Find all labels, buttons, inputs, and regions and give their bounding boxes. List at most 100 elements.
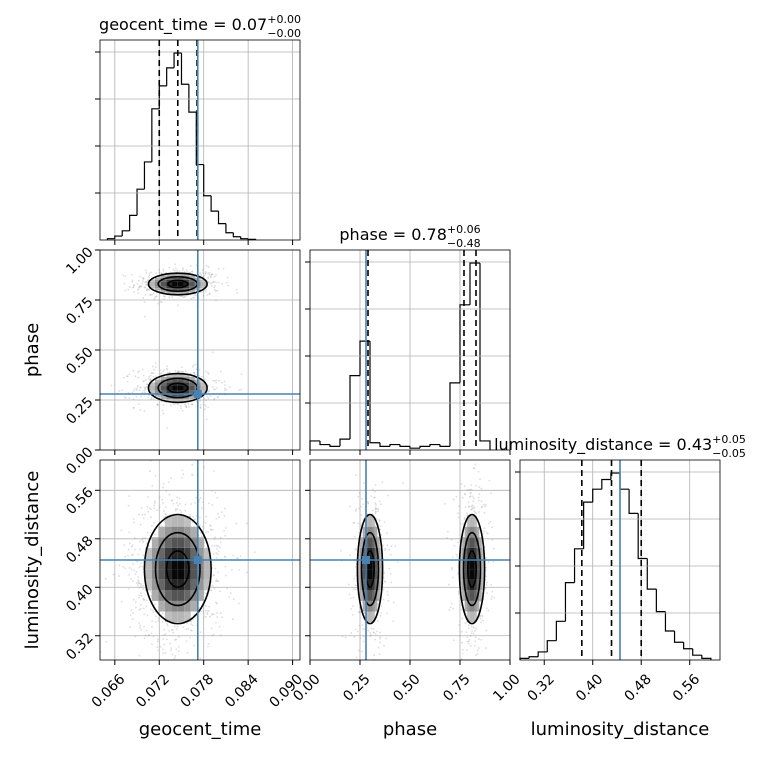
- hist-bin: [188, 84, 197, 113]
- density-cell: [474, 590, 477, 601]
- contour: [154, 531, 201, 607]
- scatter-point: [480, 638, 483, 641]
- scatter-point: [224, 574, 227, 577]
- density-cell: [479, 579, 482, 591]
- scatter-point: [154, 362, 157, 364]
- hist-bin: [528, 656, 539, 659]
- scatter-point: [182, 267, 184, 270]
- density-cell: [154, 277, 161, 280]
- scatter-point: [199, 631, 202, 634]
- scatter-point: [161, 410, 164, 412]
- scatter-point: [390, 581, 393, 584]
- scatter-point: [475, 484, 477, 487]
- hist-bin: [143, 161, 152, 190]
- scatter-point: [210, 613, 213, 616]
- density-cell: [172, 277, 178, 280]
- scatter-point: [384, 549, 386, 552]
- density-cell: [372, 537, 375, 548]
- hist-bin: [449, 382, 460, 447]
- density-cell: [476, 558, 480, 570]
- density-cell: [166, 393, 173, 397]
- title-value: 0.78: [411, 225, 447, 244]
- scatter-point: [212, 613, 215, 616]
- density-cell: [370, 516, 373, 527]
- scatter-point: [472, 626, 475, 629]
- scatter-point: [221, 381, 223, 384]
- scatter-point: [378, 519, 381, 522]
- scatter-point: [469, 495, 472, 498]
- title-minus: −0.48: [447, 237, 481, 250]
- scatter-point: [214, 491, 217, 494]
- density-cell: [459, 569, 463, 580]
- scatter-point: [174, 369, 177, 372]
- scatter-point: [211, 351, 214, 354]
- x-tick-label: 1.00: [490, 671, 523, 704]
- scatter-point: [142, 374, 145, 377]
- scatter-point: [471, 495, 474, 498]
- density-cell: [158, 600, 165, 612]
- density-cell: [154, 390, 161, 394]
- scatter-point: [138, 286, 140, 289]
- scatter-point: [175, 628, 178, 631]
- scatter-point: [205, 515, 207, 518]
- truth-marker: [193, 556, 202, 564]
- scatter-point: [151, 293, 153, 296]
- scatter-point: [181, 661, 183, 663]
- scatter-point: [130, 273, 133, 276]
- scatter-point: [172, 502, 175, 505]
- scatter-point: [200, 403, 202, 406]
- density-cell: [164, 547, 172, 559]
- scatter-point: [160, 301, 163, 303]
- density-cell: [158, 526, 165, 538]
- scatter-point: [166, 623, 169, 625]
- scatter-point: [157, 649, 160, 652]
- scatter-point: [369, 635, 372, 637]
- density-cell: [372, 600, 375, 612]
- density-cell: [481, 558, 485, 570]
- scatter-point: [192, 644, 195, 647]
- x-tick-label: 0.56: [670, 671, 703, 704]
- scatter-point: [163, 634, 166, 636]
- scatter-point: [181, 366, 183, 369]
- scatter-point: [358, 531, 360, 534]
- y-axis-label-luminosity_distance: luminosity_distance: [22, 471, 43, 650]
- scatter-point: [166, 372, 169, 374]
- scatter-point: [152, 635, 155, 638]
- scatter-point: [380, 670, 382, 672]
- scatter-point: [206, 611, 209, 614]
- scatter-point: [216, 289, 219, 292]
- scatter-point: [222, 267, 225, 270]
- scatter-point: [349, 554, 352, 556]
- scatter-point: [146, 505, 149, 508]
- scatter-point: [154, 603, 156, 606]
- density-cell: [372, 579, 375, 591]
- scatter-point: [142, 540, 145, 543]
- scatter-point: [130, 568, 133, 571]
- density-cell: [360, 590, 363, 601]
- scatter-point: [196, 673, 198, 675]
- scatter-point: [484, 556, 487, 559]
- scatter-point: [177, 645, 180, 648]
- scatter-point: [351, 613, 354, 616]
- density-cell: [172, 385, 178, 388]
- scatter-point: [468, 495, 471, 498]
- density-cell: [190, 526, 198, 538]
- density-cell: [172, 288, 178, 291]
- density-cell: [171, 611, 178, 623]
- density-cell: [184, 547, 191, 559]
- scatter-point: [145, 605, 148, 608]
- scatter-point: [206, 395, 209, 398]
- scatter-point: [207, 390, 210, 393]
- density-cell: [190, 590, 198, 601]
- scatter-point: [182, 296, 185, 299]
- scatter-point: [382, 588, 385, 591]
- scatter-point: [142, 297, 145, 299]
- scatter-point: [139, 585, 142, 588]
- hist-bin: [369, 341, 380, 444]
- contour: [165, 550, 190, 589]
- scatter-point: [140, 285, 142, 288]
- scatter-point: [466, 489, 469, 491]
- scatter-point: [204, 592, 207, 595]
- density-cell: [481, 547, 485, 559]
- x-axis-label-luminosity_distance: luminosity_distance: [531, 719, 710, 740]
